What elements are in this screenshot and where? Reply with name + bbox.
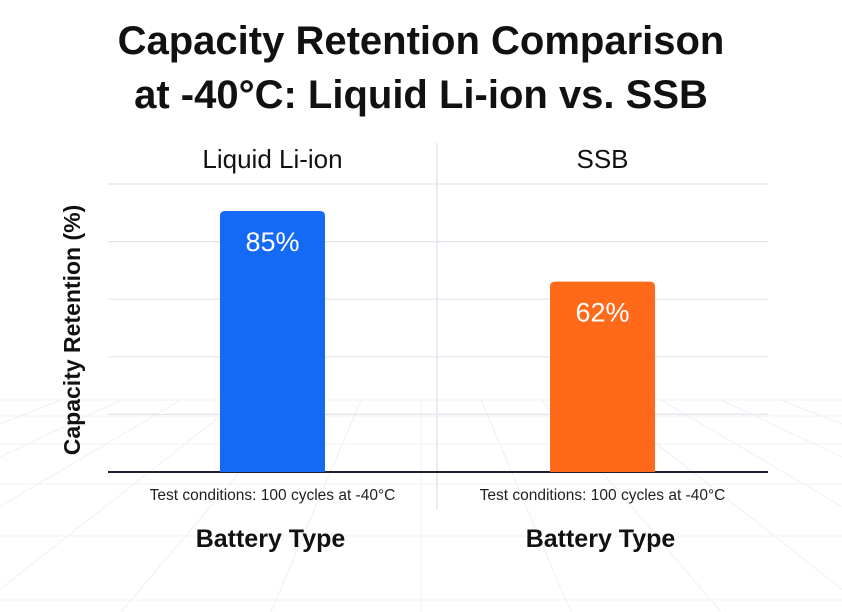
bar-value-label: 85%: [245, 227, 299, 257]
floor-line: [720, 399, 842, 458]
floor-line: [0, 399, 62, 425]
panel-header: SSB: [576, 144, 628, 174]
floor-line: [270, 399, 362, 612]
floor-line: [0, 399, 122, 458]
x-axis-label: Battery Type: [196, 525, 346, 553]
background-floor-grid: [0, 399, 842, 612]
test-conditions-note: Test conditions: 100 cycles at -40°C: [150, 487, 396, 504]
floor-line: [480, 399, 572, 612]
y-axis-label: Capacity Retention (%): [59, 205, 85, 455]
bar-liquid-li-ion: [220, 211, 325, 472]
test-conditions-note: Test conditions: 100 cycles at -40°C: [480, 487, 726, 504]
chart-title-line-2: at -40°C: Liquid Li-ion vs. SSB: [134, 73, 708, 117]
floor-line: [0, 399, 182, 508]
plot-area: Liquid Li-ion 85% Test conditions: 100 cyc…: [108, 143, 768, 553]
bar-value-label: 62%: [575, 298, 629, 328]
bar-ssb: [550, 281, 655, 472]
floor-line: [0, 399, 242, 590]
floor-line: [660, 399, 842, 508]
floor-line: [780, 399, 842, 425]
chart-title-line-1: Capacity Retention Comparison: [118, 19, 725, 63]
x-axis-label: Battery Type: [526, 525, 676, 553]
panel-header: Liquid Li-ion: [202, 144, 342, 174]
